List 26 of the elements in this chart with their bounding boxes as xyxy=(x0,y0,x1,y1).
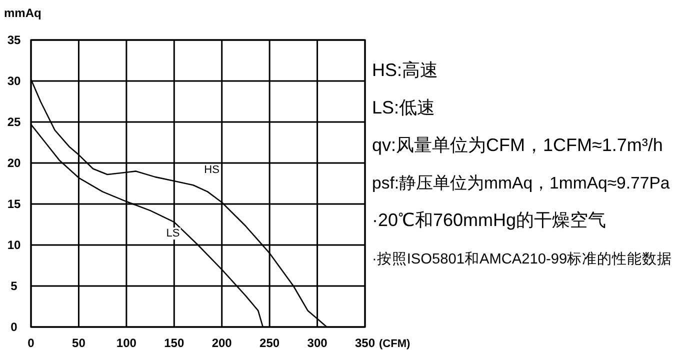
y-tick-label: 10 xyxy=(7,238,21,252)
x-tick-label: 350 xyxy=(354,336,376,350)
y-tick-label: 35 xyxy=(7,33,21,47)
y-axis-title: mmAq xyxy=(4,6,42,20)
x-tick-label: 0 xyxy=(28,336,35,350)
series-label: LS xyxy=(166,228,180,240)
series-label: HS xyxy=(204,164,220,176)
x-tick-label: 100 xyxy=(116,336,137,350)
text: psf:静压单位为mmAq，1mmAq≈9.77Pa xyxy=(372,174,670,192)
y-tick-label: 15 xyxy=(7,197,21,211)
x-tick-label: 50 xyxy=(72,336,86,350)
text: ·20℃和760mmHg的干燥空气 xyxy=(372,210,606,230)
text: qv:风量单位为CFM，1CFM≈1.7m³/h xyxy=(372,135,663,155)
y-tick-label: 0 xyxy=(10,320,18,334)
x-axis-title: (CFM) xyxy=(379,338,410,350)
text: LS:低速 xyxy=(372,98,436,118)
text: ·按照ISO5801和AMCA210-99标准的性能数据 xyxy=(372,250,672,268)
x-tick-label: 300 xyxy=(307,336,328,350)
text: HS:高速 xyxy=(372,60,438,80)
y-tick-label: 5 xyxy=(10,279,18,293)
y-tick-label: 25 xyxy=(7,115,21,129)
x-tick-label: 200 xyxy=(212,336,232,350)
y-tick-label: 20 xyxy=(7,156,21,170)
x-tick-label: 150 xyxy=(164,336,184,350)
x-tick-label: 250 xyxy=(260,336,280,350)
y-tick-label: 30 xyxy=(7,74,21,88)
